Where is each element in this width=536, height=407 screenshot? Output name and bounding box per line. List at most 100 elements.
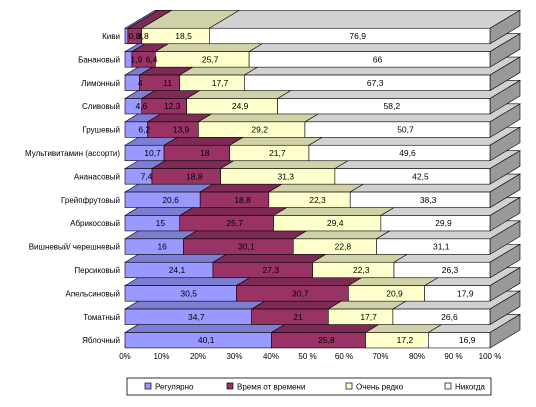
data-label: 17,7 bbox=[212, 78, 229, 88]
x-tick-label: 20% bbox=[190, 352, 206, 361]
data-label: 3,8 bbox=[137, 31, 149, 41]
data-label: 38,3 bbox=[420, 195, 437, 205]
category-label: Яблочный bbox=[82, 336, 120, 345]
x-tick-label: 40% bbox=[263, 352, 279, 361]
bar-segment-4 bbox=[334, 168, 491, 185]
category-label: Персиковый bbox=[74, 266, 120, 275]
bar-segment-4 bbox=[392, 308, 491, 325]
category-label: Киви bbox=[102, 32, 120, 41]
data-label: 21,7 bbox=[269, 148, 286, 158]
data-label: 20,9 bbox=[386, 288, 403, 298]
legend-box bbox=[126, 377, 492, 396]
data-label: 22,3 bbox=[353, 265, 370, 275]
data-label: 40,1 bbox=[198, 335, 215, 345]
bar-segment-1 bbox=[124, 27, 129, 45]
data-label: 58,2 bbox=[384, 101, 401, 111]
data-label: 34,7 bbox=[188, 312, 205, 322]
data-label: 30,1 bbox=[238, 242, 255, 252]
bar-segment-4 bbox=[376, 238, 491, 255]
legend-swatch-3 bbox=[345, 382, 353, 390]
category-label: Лимонный bbox=[81, 79, 120, 88]
legend-label: Регулярно bbox=[155, 383, 194, 392]
data-label: 15 bbox=[156, 218, 166, 228]
bar-segment-4 bbox=[393, 261, 491, 279]
legend-label: Очень редко bbox=[356, 383, 404, 392]
category-label: Вишневый/ черешневый bbox=[29, 243, 120, 252]
data-label: 49,6 bbox=[399, 148, 416, 158]
x-tick-label: 10% bbox=[153, 352, 169, 361]
legend-swatch-4 bbox=[444, 382, 452, 390]
data-label: 42,5 bbox=[412, 171, 429, 181]
bar-segment-4 bbox=[248, 51, 491, 68]
data-label: 16 bbox=[157, 242, 167, 252]
data-label: 29,4 bbox=[327, 218, 344, 228]
bar-segment-2 bbox=[163, 144, 231, 162]
data-label: 12,3 bbox=[164, 101, 181, 111]
bar-segment-4 bbox=[349, 191, 491, 208]
data-label: 25,7 bbox=[202, 54, 219, 64]
bar-segment-4 bbox=[304, 121, 491, 138]
category-label: Грушевый bbox=[82, 126, 120, 135]
data-label: 17,2 bbox=[397, 335, 414, 345]
x-tick-label: 90 % bbox=[444, 352, 462, 361]
legend-label: Время от времени bbox=[237, 383, 305, 392]
category-label: Грейпфрутовый bbox=[61, 196, 120, 205]
data-label: 31,3 bbox=[277, 171, 294, 181]
data-label: 18,8 bbox=[186, 171, 203, 181]
bar-top-4 bbox=[208, 9, 522, 29]
bar-segment-4 bbox=[209, 27, 491, 45]
x-tick-label: 100 % bbox=[479, 352, 502, 361]
legend-swatch-1 bbox=[144, 382, 152, 390]
data-label: 30,5 bbox=[180, 288, 197, 298]
data-label: 11 bbox=[163, 78, 172, 88]
x-tick-label: 70% bbox=[372, 352, 388, 361]
data-label: 0,8 bbox=[129, 31, 141, 41]
data-label: 76,9 bbox=[349, 31, 366, 41]
category-label: Ананасовый bbox=[74, 172, 120, 181]
x-tick-label: 0% bbox=[119, 352, 131, 361]
bar-segment-4 bbox=[308, 144, 491, 162]
data-label: 66 bbox=[373, 54, 383, 64]
bar-segment-4 bbox=[424, 285, 491, 302]
data-label: 6,4 bbox=[146, 54, 158, 64]
data-label: 1,9 bbox=[131, 54, 143, 64]
data-label: 18 bbox=[200, 148, 210, 158]
x-tick-label: 80% bbox=[409, 352, 425, 361]
data-label: 18,8 bbox=[234, 195, 251, 205]
data-label: 26,6 bbox=[441, 312, 458, 322]
data-label: 17,9 bbox=[457, 288, 474, 298]
bar-segment-1 bbox=[124, 238, 184, 255]
data-label: 24,1 bbox=[169, 265, 186, 275]
bar-segment-4 bbox=[277, 98, 491, 115]
data-label: 29,9 bbox=[435, 218, 452, 228]
data-label: 21 bbox=[293, 312, 303, 322]
category-label: Томатный bbox=[83, 313, 120, 322]
category-label: Мультивитамин (ассорти) bbox=[25, 149, 120, 158]
data-label: 17,7 bbox=[360, 312, 377, 322]
data-label: 7,4 bbox=[141, 171, 153, 181]
data-label: 67,3 bbox=[367, 78, 384, 88]
bar-segment-2 bbox=[251, 308, 329, 325]
data-label: 13,9 bbox=[173, 125, 190, 135]
legend-label: Никогда bbox=[455, 383, 486, 392]
data-label: 27,3 bbox=[263, 265, 280, 275]
bar-segment-1 bbox=[124, 215, 181, 232]
data-label: 18,5 bbox=[175, 31, 192, 41]
data-label: 22,3 bbox=[309, 195, 326, 205]
bar-segment-4 bbox=[428, 332, 491, 349]
bar-segment-2 bbox=[139, 74, 181, 91]
data-label: 16,9 bbox=[459, 335, 476, 345]
data-label: 24,9 bbox=[232, 101, 249, 111]
data-label: 25,7 bbox=[226, 218, 243, 228]
data-label: 4,6 bbox=[135, 101, 147, 111]
bar-segment-4 bbox=[380, 215, 491, 232]
bar-segment-4 bbox=[244, 74, 491, 91]
data-label: 6,2 bbox=[138, 125, 150, 135]
x-tick-label: 30% bbox=[226, 352, 242, 361]
data-label: 30,7 bbox=[292, 288, 309, 298]
data-label: 50,7 bbox=[397, 125, 414, 135]
data-label: 26,3 bbox=[442, 265, 459, 275]
data-label: 25,8 bbox=[318, 335, 335, 345]
data-label: 31,1 bbox=[433, 242, 450, 252]
x-tick-label: 50 % bbox=[298, 352, 316, 361]
